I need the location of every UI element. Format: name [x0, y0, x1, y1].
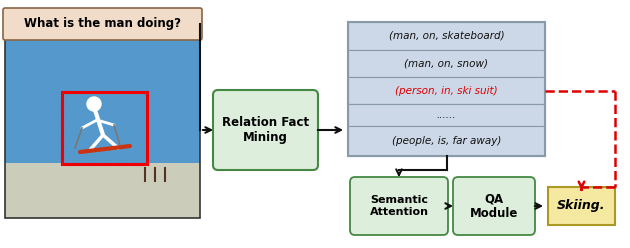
Bar	[348, 22, 545, 156]
Text: (person, in, ski suit): (person, in, ski suit)	[395, 86, 498, 95]
Text: Skiing.: Skiing.	[558, 199, 606, 213]
Bar	[348, 126, 545, 156]
Text: (man, on, skateboard): (man, on, skateboard)	[389, 31, 504, 41]
Bar	[348, 104, 545, 126]
Bar	[348, 50, 545, 77]
Bar	[348, 22, 545, 50]
Bar	[62, 92, 147, 164]
Bar	[5, 28, 200, 218]
Bar	[548, 187, 615, 225]
Text: Relation Fact
Mining: Relation Fact Mining	[222, 116, 309, 144]
Bar	[5, 163, 200, 218]
Circle shape	[87, 97, 101, 111]
Text: (people, is, far away): (people, is, far away)	[392, 136, 501, 146]
FancyBboxPatch shape	[3, 8, 202, 40]
Text: What is the man doing?: What is the man doing?	[24, 18, 181, 31]
Bar	[62, 92, 147, 164]
FancyBboxPatch shape	[453, 177, 535, 235]
Text: QA
Module: QA Module	[470, 192, 518, 220]
Bar	[348, 77, 545, 104]
Text: ......: ......	[437, 110, 456, 120]
FancyBboxPatch shape	[213, 90, 318, 170]
FancyBboxPatch shape	[350, 177, 448, 235]
Text: (man, on, snow): (man, on, snow)	[404, 59, 488, 68]
Text: Semantic
Attention: Semantic Attention	[370, 195, 428, 217]
Bar	[5, 28, 200, 163]
